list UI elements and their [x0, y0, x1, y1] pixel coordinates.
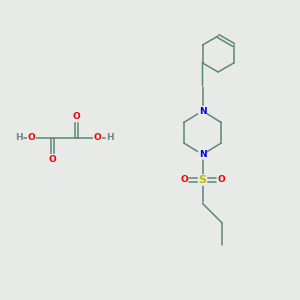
Text: O: O	[94, 134, 101, 142]
Text: O: O	[217, 176, 225, 184]
Text: O: O	[28, 134, 35, 142]
Text: O: O	[49, 154, 56, 164]
Text: S: S	[199, 175, 206, 185]
Text: N: N	[199, 150, 206, 159]
Text: O: O	[73, 112, 80, 122]
Text: N: N	[199, 106, 206, 116]
Text: H: H	[15, 134, 23, 142]
Text: O: O	[180, 176, 188, 184]
Text: H: H	[106, 134, 114, 142]
